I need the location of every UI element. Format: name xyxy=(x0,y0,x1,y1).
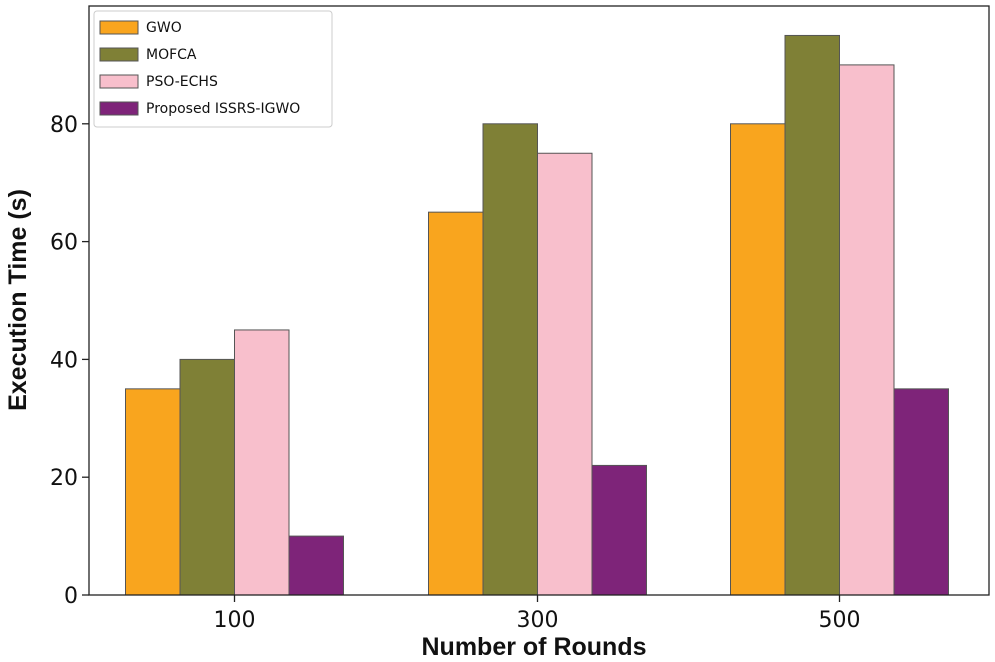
bar-pso-echs-100 xyxy=(234,329,290,596)
y-tick-label: 0 xyxy=(64,584,78,609)
bar-mofca-300 xyxy=(482,123,538,596)
bar-mofca-100 xyxy=(179,358,235,596)
bar-proposed-issrs-igwo-500 xyxy=(893,388,949,596)
x-axis-title: Number of Rounds xyxy=(422,633,647,661)
y-tick-label: 60 xyxy=(50,231,78,256)
legend-label: Proposed ISSRS-IGWO xyxy=(146,101,300,117)
bar-proposed-issrs-igwo-100 xyxy=(288,535,344,596)
legend-swatch-mofca xyxy=(99,47,139,62)
x-tick-label: 500 xyxy=(819,608,861,633)
x-tick-label: 300 xyxy=(517,608,559,633)
plot-area-frame xyxy=(88,5,990,596)
y-tick-label: 40 xyxy=(50,348,78,373)
legend-label: PSO-ECHS xyxy=(146,74,218,90)
bars-layer xyxy=(125,34,949,596)
bar-mofca-500 xyxy=(784,34,840,596)
legend-label: MOFCA xyxy=(146,47,197,63)
y-tick-label: 20 xyxy=(50,466,78,491)
bar-gwo-300 xyxy=(428,211,484,596)
bar-gwo-100 xyxy=(125,388,181,596)
bar-proposed-issrs-igwo-300 xyxy=(591,464,647,596)
x-tick-label: 100 xyxy=(214,608,256,633)
legend-swatch-proposed-issrs-igwo xyxy=(99,101,139,116)
x-axis-ticks: 100 300 500 xyxy=(214,595,861,633)
y-axis-title: Execution Time (s) xyxy=(4,189,32,411)
bar-pso-echs-500 xyxy=(839,64,895,596)
legend-swatch-gwo xyxy=(99,20,139,35)
bar-pso-echs-300 xyxy=(537,152,593,596)
y-axis-ticks: 0 20 40 60 80 xyxy=(50,113,89,609)
legend: GWO MOFCA PSO-ECHS Proposed ISSRS-IGWO xyxy=(93,10,333,128)
bar-gwo-500 xyxy=(730,123,786,596)
legend-label: GWO xyxy=(146,20,182,36)
y-tick-label: 80 xyxy=(50,113,78,138)
legend-box xyxy=(93,10,333,128)
legend-swatch-pso-echs xyxy=(99,74,139,89)
